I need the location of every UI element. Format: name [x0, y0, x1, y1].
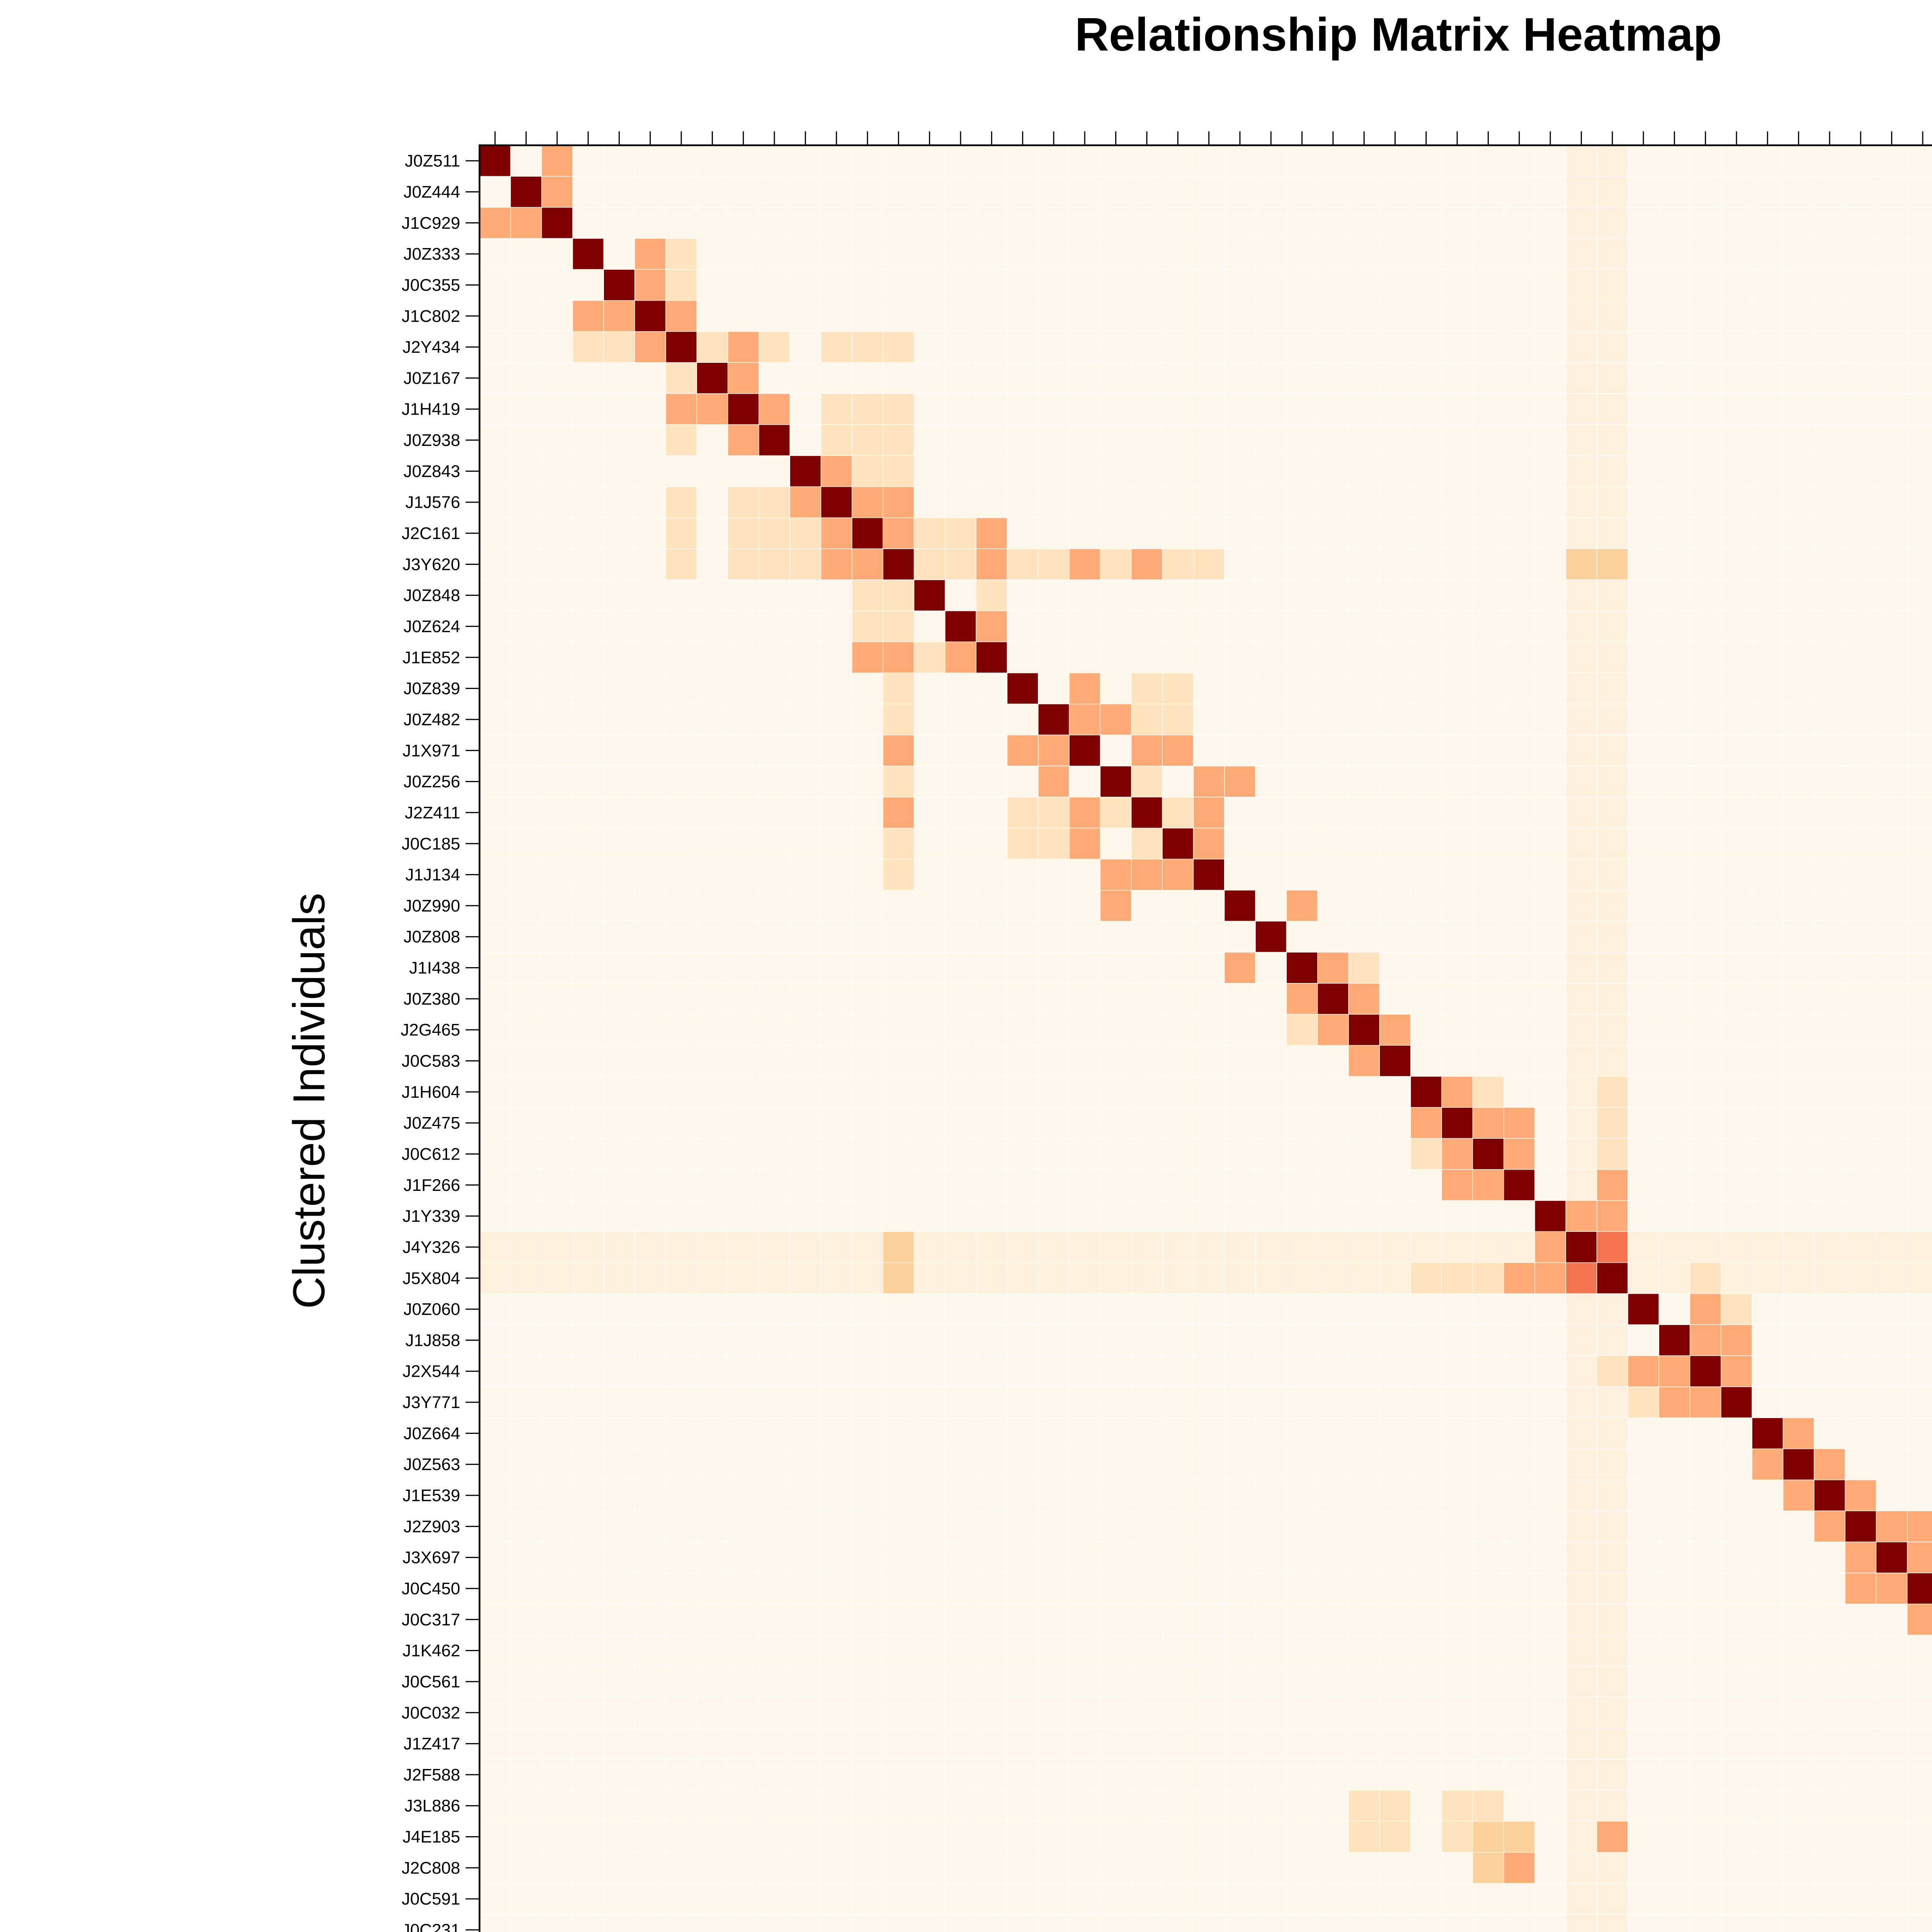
svg-text:J1K462: J1K462 — [403, 1641, 460, 1660]
svg-text:J0Z380: J0Z380 — [403, 990, 460, 1009]
svg-text:J1J858: J1J858 — [405, 1331, 460, 1350]
svg-text:J5X804: J5X804 — [403, 1269, 460, 1288]
svg-text:J0Z444: J0Z444 — [403, 182, 460, 201]
svg-text:J0C355: J0C355 — [401, 276, 460, 294]
svg-text:J0C317: J0C317 — [401, 1610, 460, 1629]
svg-text:J0C561: J0C561 — [401, 1672, 460, 1691]
svg-text:J0C583: J0C583 — [401, 1052, 460, 1071]
svg-text:J1C929: J1C929 — [401, 214, 460, 233]
svg-text:J0Z563: J0Z563 — [403, 1455, 460, 1474]
svg-text:J1Z417: J1Z417 — [403, 1735, 460, 1753]
svg-text:J3Y620: J3Y620 — [403, 555, 460, 574]
svg-text:J0C185: J0C185 — [401, 834, 460, 853]
svg-text:J0Z990: J0Z990 — [403, 896, 460, 915]
svg-text:J0Z256: J0Z256 — [403, 772, 460, 791]
svg-text:J0Z624: J0Z624 — [403, 617, 460, 636]
svg-text:J2Z903: J2Z903 — [403, 1517, 460, 1536]
svg-text:J1J576: J1J576 — [405, 493, 460, 512]
svg-text:J1E852: J1E852 — [403, 648, 460, 667]
svg-text:J1H604: J1H604 — [401, 1083, 460, 1102]
svg-text:J0Z060: J0Z060 — [403, 1300, 460, 1319]
svg-text:J2G465: J2G465 — [401, 1020, 460, 1039]
svg-text:J1F266: J1F266 — [403, 1176, 460, 1195]
svg-text:J3L886: J3L886 — [405, 1796, 460, 1815]
svg-text:J3X697: J3X697 — [403, 1548, 460, 1567]
svg-text:J0Z839: J0Z839 — [403, 679, 460, 698]
svg-text:J0C032: J0C032 — [401, 1703, 460, 1722]
svg-text:J2F588: J2F588 — [403, 1765, 460, 1784]
svg-text:J0Z843: J0Z843 — [403, 462, 460, 481]
svg-text:J4Y326: J4Y326 — [403, 1238, 460, 1257]
svg-text:J0Z808: J0Z808 — [403, 927, 460, 946]
svg-text:J0C612: J0C612 — [401, 1145, 460, 1163]
svg-text:J0C591: J0C591 — [401, 1889, 460, 1908]
svg-text:J1E539: J1E539 — [403, 1486, 460, 1505]
svg-text:J0Z511: J0Z511 — [405, 151, 461, 170]
svg-text:J1X971: J1X971 — [403, 741, 460, 760]
svg-text:J0Z938: J0Z938 — [403, 431, 460, 450]
svg-text:J2C161: J2C161 — [401, 524, 460, 543]
svg-text:J0C231: J0C231 — [401, 1921, 460, 1932]
svg-text:J4E185: J4E185 — [403, 1828, 460, 1847]
svg-text:J2Z411: J2Z411 — [405, 803, 461, 822]
svg-text:J0Z482: J0Z482 — [403, 710, 460, 729]
svg-text:J1J134: J1J134 — [405, 866, 460, 884]
svg-text:J0Z167: J0Z167 — [403, 369, 460, 388]
svg-text:J0Z664: J0Z664 — [403, 1424, 460, 1443]
svg-text:J1C802: J1C802 — [401, 307, 460, 326]
svg-text:J2X544: J2X544 — [403, 1362, 460, 1381]
svg-text:J0C450: J0C450 — [401, 1579, 460, 1598]
svg-text:J1I438: J1I438 — [409, 959, 460, 978]
svg-text:J2C808: J2C808 — [401, 1859, 460, 1878]
svg-text:J1H419: J1H419 — [401, 400, 460, 419]
svg-text:J3Y771: J3Y771 — [403, 1393, 460, 1412]
svg-text:J0Z333: J0Z333 — [403, 245, 460, 264]
svg-text:J2Y434: J2Y434 — [403, 338, 460, 357]
svg-text:J0Z848: J0Z848 — [403, 586, 460, 605]
svg-text:J1Y339: J1Y339 — [403, 1207, 460, 1226]
svg-text:J0Z475: J0Z475 — [403, 1114, 460, 1133]
